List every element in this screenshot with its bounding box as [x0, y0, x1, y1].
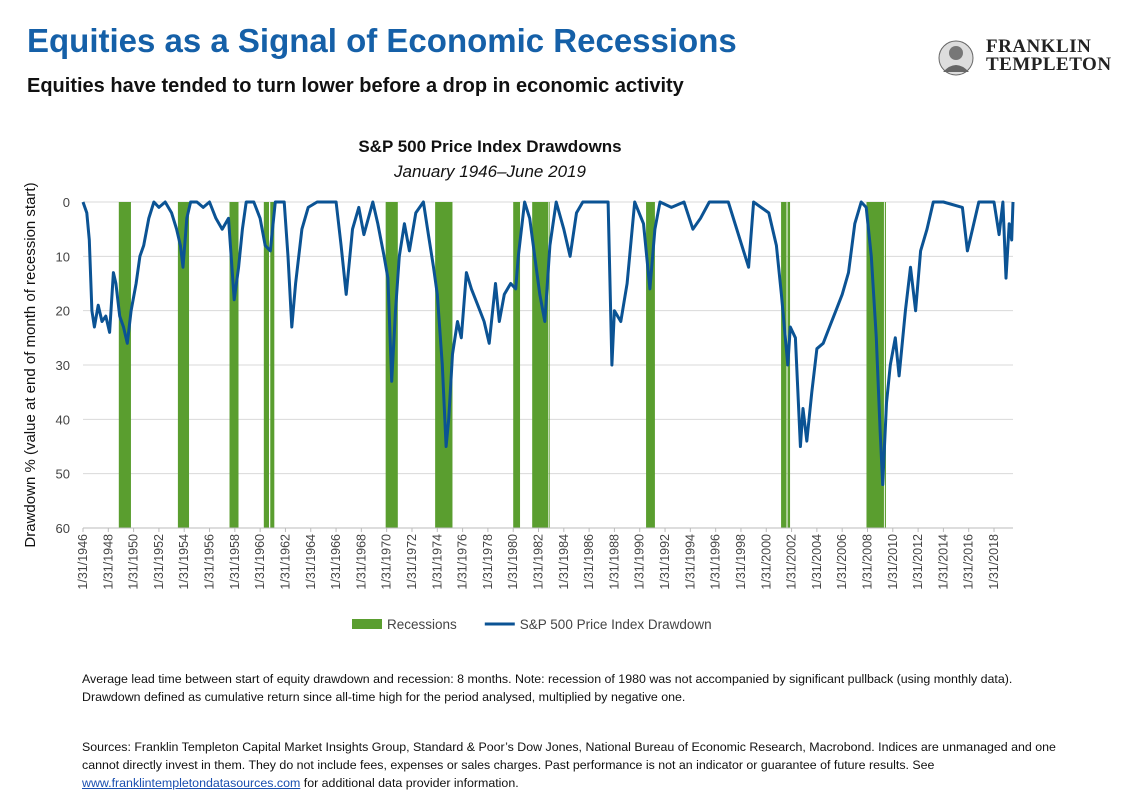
sources-link[interactable]: www.franklintempletondatasources.com [82, 776, 301, 790]
x-tick-label: 1/31/2012 [911, 534, 925, 590]
x-tick-label: 1/31/1996 [709, 534, 723, 590]
x-tick-label: 1/31/1956 [203, 534, 217, 590]
x-tick-label: 1/31/1970 [380, 534, 394, 590]
x-tick-label: 1/31/1968 [354, 534, 368, 590]
x-tick-label: 1/31/2006 [835, 534, 849, 590]
x-tick-label: 1/31/1990 [633, 534, 647, 590]
x-tick-label: 1/31/1952 [152, 534, 166, 590]
x-tick-label: 1/31/1988 [607, 534, 621, 590]
x-tick-label: 1/31/1948 [101, 534, 115, 590]
x-tick-label: 1/31/1964 [304, 534, 318, 590]
sources: Sources: Franklin Templeton Capital Mark… [82, 738, 1072, 792]
recession-bar [270, 202, 275, 528]
recession-bar [646, 202, 655, 528]
sources-text: Sources: Franklin Templeton Capital Mark… [82, 740, 1056, 772]
page-subtitle: Equities have tended to turn lower befor… [27, 75, 684, 97]
recession-bar [781, 202, 787, 528]
x-tick-label: 1/31/1960 [253, 534, 267, 590]
y-tick-label: 10 [56, 249, 70, 264]
recession-bar [548, 202, 550, 528]
recession-bar [513, 202, 521, 528]
logo-icon [938, 40, 974, 76]
x-tick-label: 1/31/1958 [228, 534, 242, 590]
recession-bar [532, 202, 548, 528]
legend-label: S&P 500 Price Index Drawdown [520, 617, 712, 632]
recession-bar [229, 202, 239, 528]
note: Average lead time between start of equit… [82, 672, 1013, 704]
x-tick-label: 1/31/2018 [987, 534, 1001, 590]
chart-title: S&P 500 Price Index Drawdowns [358, 137, 621, 156]
x-tick-label: 1/31/1954 [177, 534, 191, 590]
drawdown-line [81, 200, 1015, 486]
recession-bar [177, 202, 190, 528]
legend-label: Recessions [387, 617, 457, 632]
legend-swatch [352, 619, 382, 629]
recession-bar [263, 202, 269, 528]
x-tick-label: 1/31/1998 [734, 534, 748, 590]
x-tick-label: 1/31/1974 [430, 534, 444, 590]
y-tick-label: 30 [56, 358, 70, 373]
logo-text: TEMPLETON [986, 54, 1112, 75]
y-tick-label: 60 [56, 521, 70, 536]
y-axis-label: Drawdown % (value at end of month of rec… [22, 182, 39, 547]
x-tick-label: 1/31/2010 [886, 534, 900, 590]
logo-text: FRANKLIN [986, 36, 1092, 57]
recession-bar [118, 202, 131, 528]
chart-subtitle: January 1946–June 2019 [393, 162, 586, 181]
x-tick-label: 1/31/2004 [810, 534, 824, 590]
y-tick-label: 40 [56, 412, 70, 427]
x-tick-label: 1/31/1962 [278, 534, 292, 590]
x-tick-label: 1/31/1982 [532, 534, 546, 590]
x-tick-label: 1/31/1966 [329, 534, 343, 590]
x-tick-label: 1/31/2008 [860, 534, 874, 590]
x-tick-label: 1/31/1976 [456, 534, 470, 590]
sources-suffix: for additional data provider information… [303, 776, 519, 790]
recession-bar [884, 202, 886, 528]
x-tick-label: 1/31/1986 [582, 534, 596, 590]
x-tick-label: 1/31/1992 [658, 534, 672, 590]
x-tick-label: 1/31/2016 [962, 534, 976, 590]
logo: FRANKLIN TEMPLETON [934, 36, 1114, 78]
x-tick-label: 1/31/1950 [127, 534, 141, 590]
x-tick-label: 1/31/1994 [683, 534, 697, 590]
recession-bar [435, 202, 453, 528]
y-tick-label: 50 [56, 467, 70, 482]
chart: S&P 500 Price Index Drawdowns January 19… [22, 137, 1015, 632]
y-tick-label: 20 [56, 304, 70, 319]
x-tick-label: 1/31/1984 [557, 534, 571, 590]
x-tick-label: 1/31/1980 [506, 534, 520, 590]
x-tick-label: 1/31/2014 [936, 534, 950, 590]
y-tick-label: 0 [63, 195, 70, 210]
x-tick-label: 1/31/1972 [405, 534, 419, 590]
page-title: Equities as a Signal of Economic Recessi… [27, 22, 737, 59]
x-tick-label: 1/31/2002 [785, 534, 799, 590]
x-tick-label: 1/31/2000 [759, 534, 773, 590]
x-tick-label: 1/31/1978 [481, 534, 495, 590]
x-tick-label: 1/31/1946 [76, 534, 90, 590]
